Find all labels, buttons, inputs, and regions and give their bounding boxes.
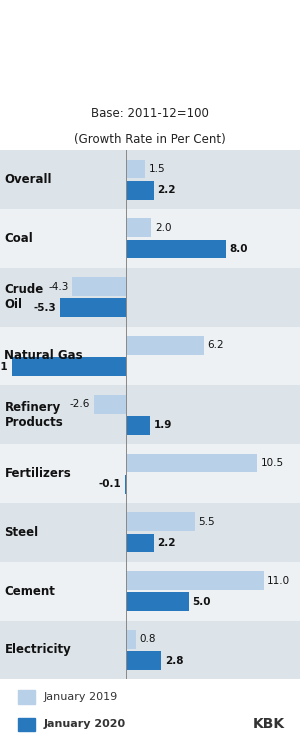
Text: -5.3: -5.3 xyxy=(33,303,56,313)
Bar xyxy=(126,534,154,552)
Bar xyxy=(126,218,151,238)
Text: 8.0: 8.0 xyxy=(230,244,248,254)
Text: Natural Gas: Natural Gas xyxy=(4,349,83,363)
Bar xyxy=(126,651,161,670)
Bar xyxy=(0,150,300,209)
Text: Cement: Cement xyxy=(4,585,55,598)
Bar xyxy=(126,630,136,649)
Text: Fertilizers: Fertilizers xyxy=(4,467,71,480)
Text: Electricity: Electricity xyxy=(4,643,71,656)
Text: 2.8: 2.8 xyxy=(165,656,183,665)
Text: (Growth Rate in Per Cent): (Growth Rate in Per Cent) xyxy=(74,132,226,146)
Bar xyxy=(126,571,263,590)
Bar xyxy=(94,394,126,414)
Text: January 2019: January 2019 xyxy=(44,692,118,702)
Text: Crude
Oil: Crude Oil xyxy=(4,283,44,312)
Text: KBK: KBK xyxy=(253,717,285,731)
Text: Base: 2011-12=100: Base: 2011-12=100 xyxy=(91,107,209,121)
Text: 1.5: 1.5 xyxy=(148,164,165,174)
Bar xyxy=(126,181,154,200)
Bar xyxy=(126,240,226,258)
Bar xyxy=(125,475,126,494)
Text: Performance of: Performance of xyxy=(143,18,288,36)
Text: 5.0: 5.0 xyxy=(192,596,211,607)
Text: Core Industries: Core Industries xyxy=(96,65,288,85)
Bar xyxy=(126,160,145,178)
Bar xyxy=(0,503,300,562)
Bar xyxy=(12,357,126,376)
Bar xyxy=(18,718,34,731)
Text: 2.2: 2.2 xyxy=(157,538,176,548)
Text: 0.8: 0.8 xyxy=(140,634,156,645)
Bar xyxy=(126,416,150,435)
Bar xyxy=(0,268,300,326)
Text: 2.0: 2.0 xyxy=(155,223,171,233)
Text: Coal: Coal xyxy=(4,232,33,245)
Bar xyxy=(126,336,203,354)
Bar xyxy=(0,209,300,268)
Bar xyxy=(0,326,300,386)
Text: 11.0: 11.0 xyxy=(267,576,290,585)
Text: -2.6: -2.6 xyxy=(69,399,90,409)
Bar xyxy=(60,298,126,317)
Bar xyxy=(126,592,188,611)
Text: 2.2: 2.2 xyxy=(157,185,176,195)
Bar xyxy=(126,454,257,472)
Bar xyxy=(72,278,126,296)
Text: Refinery
Products: Refinery Products xyxy=(4,401,63,428)
Text: -4.3: -4.3 xyxy=(48,282,68,292)
Text: January 2020: January 2020 xyxy=(44,719,126,729)
Bar xyxy=(126,512,195,531)
Text: -0.1: -0.1 xyxy=(98,479,121,489)
Text: 5.5: 5.5 xyxy=(199,517,215,527)
Text: 6.2: 6.2 xyxy=(207,340,224,351)
Bar xyxy=(18,690,34,704)
Bar xyxy=(0,562,300,621)
Text: -9.1: -9.1 xyxy=(0,362,8,371)
Bar xyxy=(0,444,300,503)
Text: 1.9: 1.9 xyxy=(154,420,172,431)
Text: Overall: Overall xyxy=(4,173,52,186)
Text: Steel: Steel xyxy=(4,526,38,539)
Text: 10.5: 10.5 xyxy=(261,458,284,468)
Bar xyxy=(0,621,300,679)
Bar xyxy=(0,386,300,444)
